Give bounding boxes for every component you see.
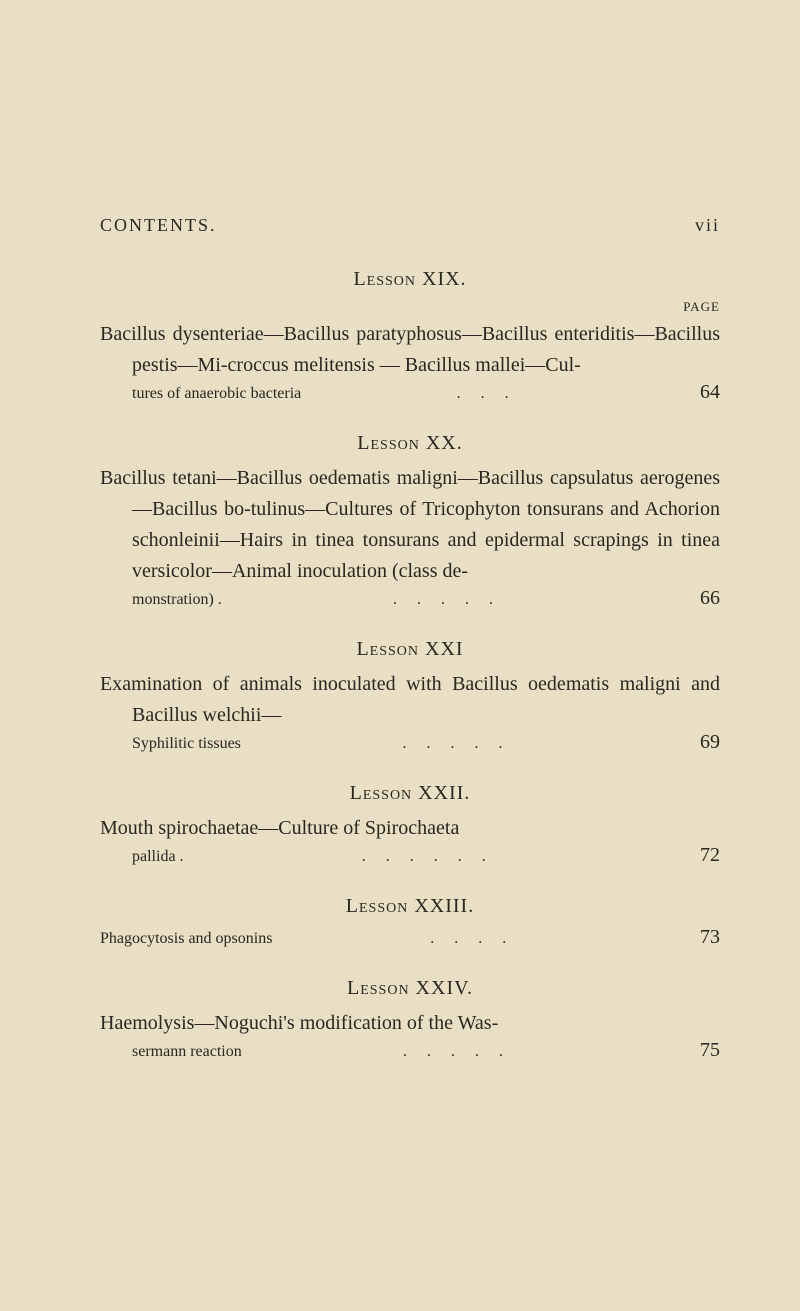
entry-page-number: 69 [684, 731, 720, 754]
entry-page-number: 66 [684, 587, 720, 610]
lesson-title: Lesson XXIII. [100, 895, 720, 918]
entry-last-row: sermann reaction ..... 75 [100, 1039, 720, 1062]
entry-page-number: 72 [684, 844, 720, 867]
toc-entry: Bacillus dysenteriae—Bacillus paratyphos… [100, 319, 720, 404]
lesson-title: Lesson XXIV. [100, 977, 720, 1000]
entry-last-row: Phagocytosis and opsonins .... 73 [100, 926, 720, 949]
entry-page-number: 75 [684, 1039, 720, 1062]
entry-description: Mouth spirochaetae—Culture of Spirochaet… [100, 813, 720, 844]
page-column-label: PAGE [100, 299, 720, 315]
toc-entry: Phagocytosis and opsonins .... 73 [100, 926, 720, 949]
toc-entry: Bacillus tetani—Bacillus oedematis malig… [100, 463, 720, 610]
entry-description: Bacillus dysenteriae—Bacillus paratyphos… [100, 319, 720, 381]
entry-last-line: Syphilitic tissues [132, 735, 241, 753]
header-title: CONTENTS. [100, 215, 217, 236]
entry-description: Examination of animals inoculated with B… [100, 669, 720, 731]
leader-dots: ..... [242, 1043, 684, 1061]
page-header: CONTENTS. vii [100, 215, 720, 236]
entry-last-row: Syphilitic tissues ..... 69 [100, 731, 720, 754]
header-page-numeral: vii [695, 215, 720, 236]
toc-entry: Mouth spirochaetae—Culture of Spirochaet… [100, 813, 720, 867]
entry-description: Bacillus tetani—Bacillus oedematis malig… [100, 463, 720, 587]
entry-page-number: 73 [684, 926, 720, 949]
lesson-title: Lesson XXII. [100, 782, 720, 805]
entry-last-line: monstration) . [132, 591, 222, 609]
entry-last-row: pallida . ...... 72 [100, 844, 720, 867]
entry-last-line: sermann reaction [132, 1043, 242, 1061]
leader-dots: ...... [184, 848, 684, 866]
leader-dots: ..... [222, 591, 684, 609]
leader-dots: ..... [241, 735, 684, 753]
entry-last-line: tures of anaerobic bacteria [132, 385, 301, 403]
toc-entry: Haemolysis—Noguchi's modification of the… [100, 1008, 720, 1062]
leader-dots: ... [301, 385, 684, 403]
entry-page-number: 64 [684, 381, 720, 404]
entry-last-row: monstration) . ..... 66 [100, 587, 720, 610]
entry-last-row: tures of anaerobic bacteria ... 64 [100, 381, 720, 404]
leader-dots: .... [272, 930, 684, 948]
lesson-title: Lesson XIX. [100, 268, 720, 291]
toc-entry: Examination of animals inoculated with B… [100, 669, 720, 754]
entry-description: Haemolysis—Noguchi's modification of the… [100, 1008, 720, 1039]
entry-last-line: Phagocytosis and opsonins [100, 930, 272, 948]
entry-last-line: pallida . [132, 848, 184, 866]
lesson-title: Lesson XX. [100, 432, 720, 455]
lesson-title: Lesson XXI [100, 638, 720, 661]
